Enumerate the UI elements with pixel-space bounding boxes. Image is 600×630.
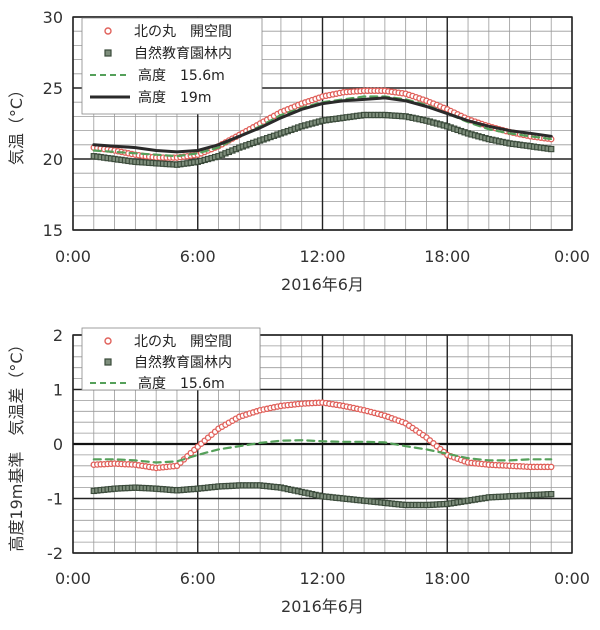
series-2 [90, 482, 555, 509]
y-tick-label: 15 [43, 221, 63, 240]
x-tick-label: 0:00 [55, 247, 91, 266]
legend-symbol [104, 337, 112, 345]
plot-frame [72, 16, 573, 231]
y-tick-label: 20 [43, 150, 63, 169]
y-tick-label: -1 [47, 490, 63, 509]
x-tick-label: 12:00 [299, 569, 345, 588]
legend-label: 高度 15.6m [138, 375, 225, 392]
legend-label: 北の丸 開空間 [134, 334, 232, 350]
y-axis-label: 高度19m基準 気温差（°C） [7, 336, 26, 551]
x-tick-label: 12:00 [299, 247, 345, 266]
x-tick-label: 18:00 [424, 247, 470, 266]
chart-2: -2 -1 0 1 2 0:00 6:00 12:00 18:00 0:00 2016年6月 高度19… [7, 326, 590, 616]
y-tick-label: 30 [43, 8, 63, 27]
data-point [548, 145, 555, 153]
series-1 [90, 399, 555, 472]
plot-frame [72, 334, 573, 554]
series-line [92, 439, 553, 464]
y-tick-label: 2 [53, 326, 63, 345]
legend-label: 高度 15.6m [138, 67, 225, 84]
series-4 [92, 96, 553, 154]
x-tick-label: 0:00 [554, 247, 590, 266]
y-tick-label: 25 [43, 79, 63, 98]
legend-symbol [104, 358, 112, 366]
x-tick-label: 0:00 [55, 569, 91, 588]
y-tick-label: -2 [47, 544, 63, 563]
x-tick-label: 0:00 [554, 569, 590, 588]
legend-label: 北の丸 開空間 [134, 24, 232, 40]
y-tick-label: 0 [53, 435, 63, 454]
x-tick-label: 6:00 [180, 569, 216, 588]
legend-label: 自然教育園林内 [134, 354, 232, 371]
legend-label: 自然教育園林内 [134, 45, 232, 62]
x-tick-label: 6:00 [180, 247, 216, 266]
legend-symbol [104, 49, 112, 57]
chart-1: 15 20 25 30 0:00 6:00 12:00 18:00 0:00 2016年6月 気温（… [7, 8, 590, 294]
x-tick-label: 18:00 [424, 569, 470, 588]
data-point [547, 463, 555, 471]
series-2 [90, 111, 555, 168]
legend-label: 高度 19m [138, 89, 211, 106]
data-point [548, 490, 555, 498]
series-3 [92, 439, 553, 464]
y-axis-label: 気温（°C） [7, 82, 26, 165]
x-axis-label: 2016年6月 [281, 275, 364, 294]
y-tick-label: 1 [53, 381, 63, 400]
series-line [92, 96, 553, 154]
x-axis-label: 2016年6月 [281, 597, 364, 616]
legend-box [81, 327, 261, 391]
legend-symbol [104, 27, 112, 35]
